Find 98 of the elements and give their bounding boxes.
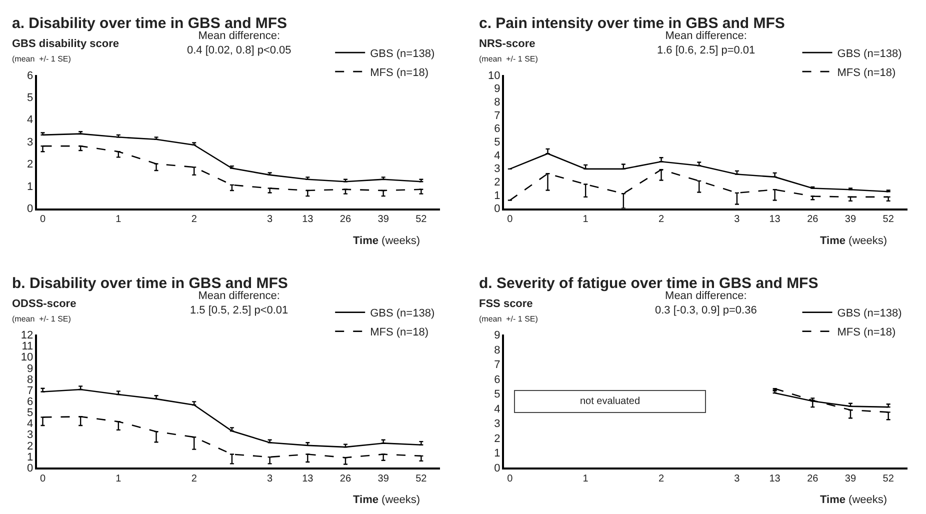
- x-tick-label: 39: [844, 214, 856, 226]
- x-tick-label: 39: [844, 473, 856, 484]
- x-tick-label: 26: [340, 214, 352, 226]
- y-tick-label: 5: [494, 388, 500, 401]
- chart-subtitle: Mean difference: 1.5 [0.5, 2.5] p<0.01: [190, 290, 288, 316]
- y-tick-label: 1: [26, 451, 34, 464]
- y-tick-label: 4: [494, 403, 500, 416]
- y-tick-label: 11: [22, 340, 34, 353]
- x-tick-label: 1: [116, 214, 122, 226]
- x-tick-label: 1: [116, 473, 122, 484]
- y-tick-label: 4: [494, 150, 500, 162]
- x-tick-label: 3: [267, 473, 274, 484]
- x-tick-label: 39: [378, 473, 390, 484]
- y-tick-label: 1: [494, 190, 500, 202]
- x-axis-title: Time (weeks): [353, 235, 420, 247]
- y-tick-label: 3: [494, 163, 500, 176]
- y-tick-label: 8: [26, 374, 34, 386]
- y-tick-label: 2: [26, 158, 34, 171]
- x-tick-label: 13: [302, 473, 314, 484]
- y-tick-label: 3: [494, 418, 500, 430]
- y-tick-label: 2: [26, 440, 34, 452]
- y-tick-label: 12: [20, 330, 34, 342]
- y-tick-label: 5: [26, 92, 34, 104]
- y-tick-label: 4: [26, 114, 34, 126]
- x-tick-label: 13: [769, 214, 781, 226]
- chart-title: a. Disability over time in GBS and MFS: [12, 15, 288, 32]
- y-axis-title: NRS-score (mean +/- 1 SE): [479, 38, 538, 64]
- y-tick-label: 1: [494, 448, 500, 460]
- x-tick-label: 26: [807, 214, 819, 226]
- x-tick-label: 0: [40, 473, 46, 484]
- x-axis-title: Time (weeks): [820, 494, 888, 506]
- x-tick-label: 2: [658, 214, 664, 226]
- x-tick-label: 2: [191, 214, 198, 226]
- y-tick-label: 8: [494, 96, 500, 108]
- y-tick-label: 9: [494, 83, 500, 96]
- y-tick-label: 0: [26, 462, 34, 474]
- y-tick-label: 3: [26, 429, 34, 442]
- x-tick-label: 13: [302, 214, 314, 226]
- y-tick-label: 6: [494, 374, 500, 386]
- x-tick-label: 52: [416, 214, 428, 226]
- legend-label: MFS (n=18): [837, 66, 896, 79]
- y-tick-label: 4: [26, 418, 34, 430]
- x-tick-label: 0: [507, 214, 514, 226]
- y-tick-label: 7: [494, 110, 500, 122]
- y-tick-label: 0: [494, 203, 500, 216]
- y-tick-label: 2: [494, 176, 500, 188]
- y-tick-label: 7: [494, 359, 500, 372]
- x-tick-label: 0: [40, 214, 46, 226]
- x-axis-title: Time (weeks): [353, 494, 420, 506]
- y-axis-title: GBS disability score (mean +/- 1 SE): [12, 38, 119, 64]
- legend-label: GBS (n=138): [837, 48, 902, 60]
- y-tick-label: 6: [26, 70, 34, 82]
- y-tick-label: 0: [26, 203, 34, 216]
- legend-label: MFS (n=18): [370, 326, 428, 339]
- y-tick-label: 9: [494, 330, 500, 342]
- x-tick-label: 39: [378, 214, 390, 226]
- x-tick-label: 13: [769, 473, 781, 484]
- y-tick-label: 0: [494, 462, 500, 474]
- x-axis-title: Time (weeks): [820, 235, 888, 247]
- x-tick-label: 3: [734, 214, 740, 226]
- x-tick-label: 1: [582, 214, 589, 226]
- x-tick-label: 26: [340, 473, 352, 484]
- legend-label: GBS (n=138): [370, 48, 435, 60]
- x-tick-label: 3: [267, 214, 274, 226]
- y-tick-label: 1: [26, 180, 34, 193]
- x-tick-label: 52: [882, 473, 894, 484]
- chart-subtitle: Mean difference: 0.3 [-0.3, 0.9] p=0.36: [655, 290, 757, 316]
- y-tick-label: 5: [26, 407, 34, 420]
- legend-label: GBS (n=138): [370, 308, 435, 320]
- y-tick-label: 6: [494, 123, 500, 136]
- y-axis-title: ODSS-score (mean +/- 1 SE): [12, 298, 76, 324]
- chart-subtitle: Mean difference: 0.4 [0.02, 0.8] p<0.05: [187, 30, 292, 56]
- y-tick-label: 8: [494, 344, 500, 356]
- chart-subtitle: Mean difference: 1.6 [0.6, 2.5] p=0.01: [657, 30, 756, 56]
- legend-label: GBS (n=138): [837, 308, 902, 320]
- legend-label: MFS (n=18): [370, 66, 428, 79]
- x-tick-label: 52: [882, 214, 894, 226]
- y-tick-label: 2: [494, 432, 500, 445]
- y-tick-label: 6: [26, 396, 34, 408]
- chart-title: d. Severity of fatigue over time in GBS and MFS: [479, 275, 818, 292]
- chart-title: c. Pain intensity over time in GBS and MFS: [479, 15, 785, 32]
- y-tick-label: 9: [26, 362, 34, 375]
- y-tick-label: 10: [488, 70, 500, 82]
- y-tick-label: 7: [26, 384, 34, 397]
- x-tick-label: 1: [582, 473, 589, 484]
- x-tick-label: 3: [734, 473, 740, 484]
- y-tick-label: 3: [26, 136, 34, 148]
- x-tick-label: 0: [507, 473, 514, 484]
- x-tick-label: 26: [807, 473, 819, 484]
- x-tick-label: 52: [416, 473, 428, 484]
- x-tick-label: 2: [658, 473, 664, 484]
- y-axis-title: FSS score (mean +/- 1 SE): [479, 298, 538, 324]
- y-tick-label: 5: [494, 136, 500, 148]
- chart-title: b. Disability over time in GBS and MFS: [12, 275, 288, 292]
- legend-label: MFS (n=18): [837, 326, 896, 339]
- y-tick-label: 10: [20, 352, 34, 364]
- annotation: not evaluated: [580, 396, 640, 407]
- x-tick-label: 2: [191, 473, 198, 484]
